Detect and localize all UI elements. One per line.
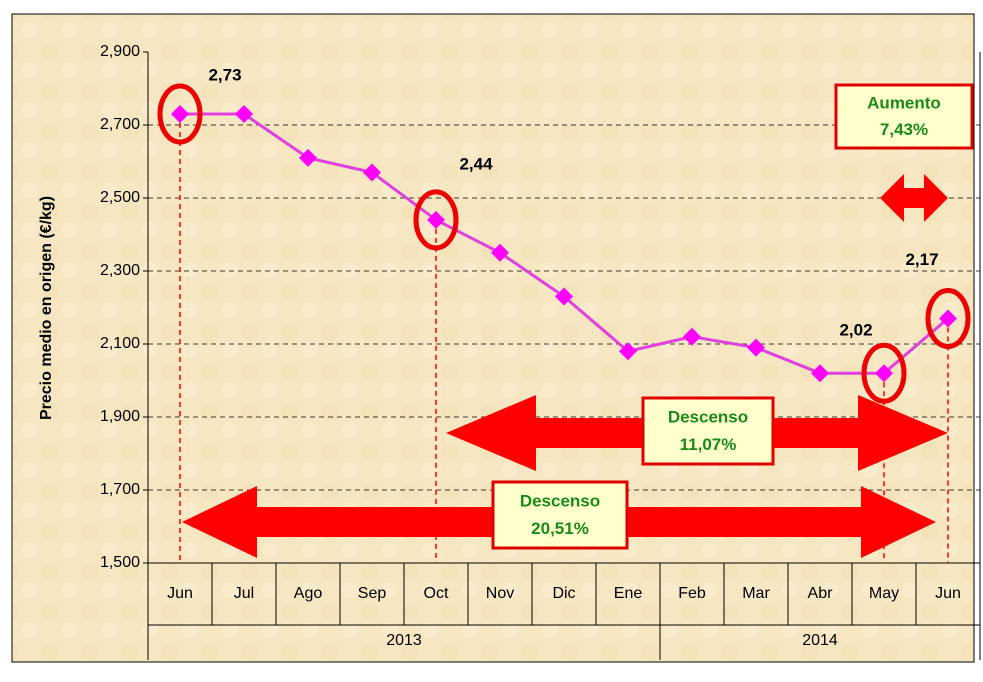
x-tick-label: Abr: [808, 585, 834, 602]
highlight-circle: [157, 83, 203, 145]
y-tick-label: 2,700: [100, 116, 140, 133]
data-label: 2,02: [839, 321, 872, 340]
point: [747, 338, 765, 357]
annotation-box: [491, 480, 629, 550]
x-tick-label: Mar: [742, 585, 770, 602]
y-axis-label: Precio medio en origen (€/kg): [38, 196, 55, 420]
x-tick-label: Sep: [358, 585, 387, 602]
annotation-text: 11,07%: [680, 435, 737, 454]
y-tick-label: 2,500: [100, 189, 140, 206]
group-label: 2013: [386, 632, 422, 649]
annotation-box: [641, 396, 775, 466]
arrow: [880, 174, 948, 222]
y-tick-label: 2,900: [100, 43, 140, 60]
chart-area: [11, 13, 975, 663]
x-tick-label: Jun: [935, 585, 961, 602]
data-label: 2,17: [905, 250, 938, 269]
point: [427, 210, 445, 229]
point: [491, 243, 509, 262]
point: [619, 342, 637, 361]
point: [939, 309, 957, 328]
annotation-text: 20,51%: [531, 519, 589, 538]
y-tick-label: 2,100: [100, 335, 140, 352]
point: [363, 163, 381, 182]
y-tick-label: 1,500: [100, 554, 140, 571]
point: [299, 148, 317, 167]
point: [811, 364, 829, 383]
point: [171, 105, 189, 124]
y-tick-label: 2,300: [100, 262, 140, 279]
x-tick-label: Jul: [234, 585, 254, 602]
highlight-circle: [925, 287, 971, 349]
x-tick-label: Jun: [167, 585, 193, 602]
x-tick-label: Dic: [552, 585, 575, 602]
highlight-circle: [413, 189, 459, 251]
group-label: 2014: [802, 632, 838, 649]
point: [875, 364, 893, 383]
annotation-text: 7,43%: [880, 120, 928, 139]
data-label: 2,73: [208, 66, 241, 85]
x-tick-label: Ene: [614, 585, 643, 602]
point: [235, 105, 253, 124]
data-label: 2,44: [459, 154, 493, 173]
y-tick-label: 1,900: [100, 408, 140, 425]
y-tick-label: 1,700: [100, 481, 140, 498]
x-tick-label: Oct: [424, 585, 449, 602]
x-tick-label: Ago: [294, 585, 323, 602]
annotation-text: Aumento: [867, 93, 941, 112]
annotation-text: Descenso: [668, 407, 748, 426]
annotation-box: [834, 83, 974, 150]
annotation-text: Descenso: [520, 491, 600, 510]
point: [683, 327, 701, 346]
point: [555, 287, 573, 306]
highlight-circle: [861, 342, 907, 404]
x-tick-label: Feb: [678, 585, 706, 602]
x-tick-label: Nov: [486, 585, 514, 602]
x-tick-label: May: [869, 585, 899, 602]
